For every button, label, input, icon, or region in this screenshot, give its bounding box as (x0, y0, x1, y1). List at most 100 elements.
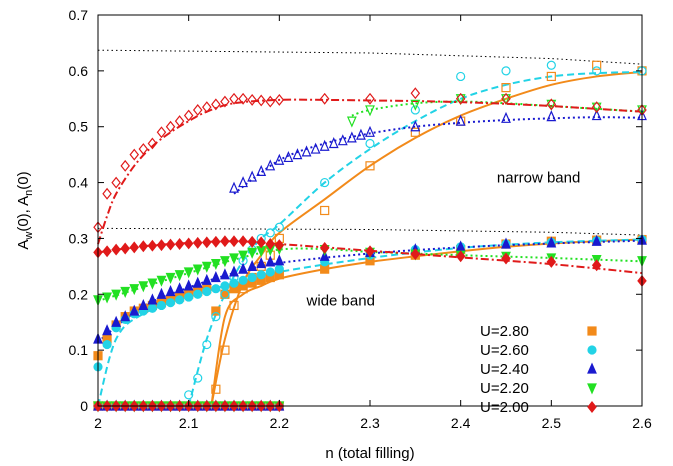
series-4-narrow-point (265, 95, 276, 108)
series-4-narrow-point (120, 159, 130, 172)
series-2-narrow-point (283, 150, 294, 163)
series-3-wide-point (129, 284, 140, 296)
series-2-narrow-point (455, 114, 466, 126)
series-1-narrow-point (193, 373, 203, 383)
series-2-narrow-point (301, 145, 312, 157)
series-4-narrow-point (274, 93, 285, 106)
series-2-wide-point (156, 287, 167, 299)
series-1-narrow-point (546, 60, 556, 70)
series-2-wide-point (111, 315, 122, 327)
series-2-wide-point (274, 254, 285, 266)
x-tick-label: 2.2 (270, 415, 290, 431)
x-tick-label: 2.5 (542, 415, 562, 431)
legend-label: U=2.80 (480, 323, 529, 340)
series-2-narrow-point (319, 139, 330, 151)
series-0-narrow-point (501, 83, 511, 93)
x-tick-label: 2.3 (360, 415, 380, 431)
series-2-wide-point (192, 276, 203, 288)
series-4-wide-point (256, 236, 266, 249)
x-tick-label: 2.6 (632, 415, 652, 431)
series-2-wide-point (147, 293, 158, 305)
series-4-wide-point (238, 235, 248, 248)
x-tick-label: 2.4 (451, 415, 471, 431)
series-0-narrow-point (320, 205, 330, 216)
series-4-wide-point (591, 259, 602, 272)
series-3-wide-point (210, 258, 221, 271)
y-tick-label: 0.1 (69, 342, 89, 358)
series-4-narrow-point (501, 92, 511, 105)
series-1-wide-point (156, 300, 167, 311)
series-3-wide-point (174, 270, 185, 282)
series-0-narrow-point (410, 127, 420, 137)
series-4-wide-point (192, 236, 203, 249)
series-3-wide-point (111, 289, 122, 301)
series-4-wide-point (274, 239, 285, 252)
series-2-narrow-point (247, 170, 258, 182)
series-1-wide-point (193, 289, 203, 299)
series-2-wide-point (546, 236, 557, 248)
series-0-narrow-point (546, 71, 556, 82)
series-3-wide-point (220, 256, 230, 268)
series-2-narrow-point (229, 181, 239, 193)
series-2-wide-point (591, 234, 602, 246)
series-1-narrow-point (211, 312, 221, 322)
series-3-wide-point (192, 264, 203, 276)
series-1-narrow-point (202, 339, 212, 350)
y-tick-label: 0.2 (69, 286, 89, 302)
y-axis-label: Aw(0), An(0) (15, 171, 35, 249)
series-4-narrow-point (220, 95, 230, 108)
series-2-narrow-point (356, 128, 366, 140)
series-3-wide-point (201, 261, 212, 273)
series-2-wide-point (102, 324, 112, 336)
annotation: narrow band (497, 170, 580, 187)
series-2-narrow-point (256, 164, 267, 176)
legend-label: U=2.40 (480, 361, 529, 378)
series-4-narrow-point (365, 92, 375, 105)
series-1-wide-point (202, 286, 212, 297)
series-0-narrow-point (592, 60, 602, 70)
series-2-narrow-point (337, 134, 348, 146)
annotations: narrow band wide band (306, 170, 581, 310)
y-axis-label-part-mid: (0), A (15, 196, 32, 232)
series-1-wide-point (238, 275, 248, 285)
series-0-narrow-point (365, 161, 375, 171)
series-4-wide-point (202, 236, 212, 249)
series-2-narrow-curve (233, 116, 643, 195)
series-0-wide-point (211, 306, 221, 316)
series-2-narrow-point (274, 153, 285, 165)
legend-marker (587, 401, 597, 413)
y-tick-label: 0.6 (69, 63, 89, 79)
series-4-narrow-point (238, 92, 248, 105)
series-4-wide-point (120, 242, 130, 255)
plot-frame (97, 14, 643, 407)
series-2-narrow-point (410, 120, 421, 132)
axis-ticks: 2 2.1 2.2 2.3 2.4 2.5 2.6 0 0.1 0.2 0.3 0.4 0.5 0.6 0.… (69, 7, 652, 431)
series-3-narrow-point (546, 99, 557, 111)
series-4-wide-point (183, 237, 194, 250)
series-1-narrow-point (184, 390, 194, 400)
series-3-narrow-point (346, 116, 357, 128)
series-0-narrow-point (229, 300, 239, 311)
series-1-wide-point (175, 295, 185, 305)
series-1-wide-point (265, 267, 275, 277)
series-1-wide-point (102, 339, 112, 350)
series-3-wide-point (156, 275, 167, 287)
series-4-wide-point (138, 240, 149, 253)
series-1-narrow-point (501, 66, 511, 76)
series-2-narrow-point (365, 125, 375, 137)
series-3-narrow-point (591, 102, 602, 114)
series-3-narrow-point (365, 105, 375, 117)
series-3-wide-point (120, 286, 131, 298)
series-4-narrow-point (455, 92, 466, 105)
series-4-wide-point (229, 235, 239, 248)
series-1-wide-point (256, 270, 266, 280)
series-2-wide-point (183, 279, 194, 291)
series-1-narrow-point (410, 105, 420, 115)
series-4-narrow-point (410, 87, 421, 100)
y-axis-label-part-a: A (15, 240, 32, 250)
series-4-wide-point (211, 235, 221, 248)
series-4-narrow-point (129, 148, 140, 161)
series-2-narrow-point (501, 111, 511, 123)
series-3-wide-point (165, 272, 176, 285)
series-3-wide-point (247, 247, 258, 259)
